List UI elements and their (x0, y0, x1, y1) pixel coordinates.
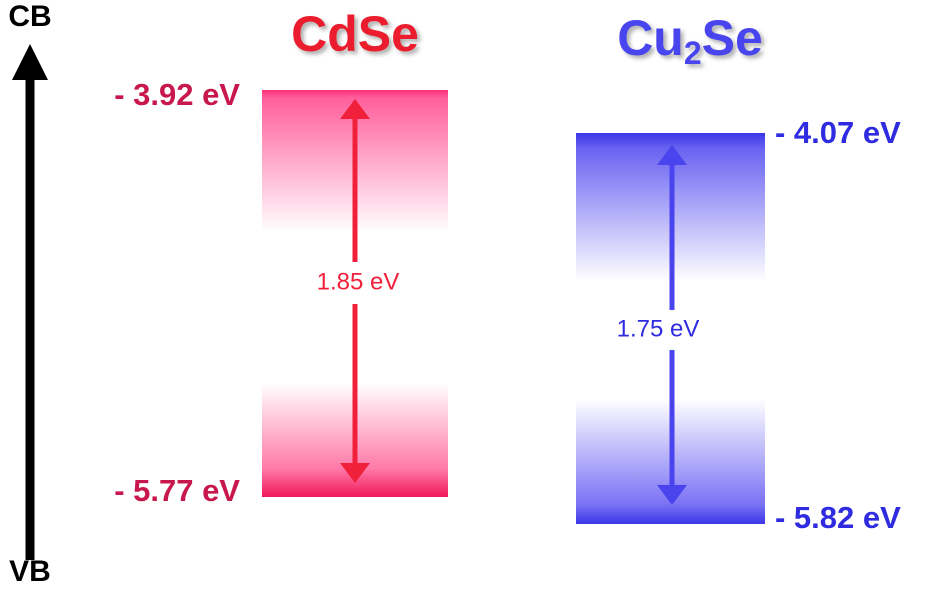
title-part: Cu (617, 10, 684, 66)
level-label: - 4.07 eV (775, 115, 901, 150)
level-label: - 5.77 eV (114, 473, 240, 508)
level-label: - 5.82 eV (775, 500, 901, 535)
title-subscript: 2 (684, 35, 702, 71)
level-label: - 3.92 eV (114, 77, 240, 112)
title-part: Se (702, 10, 763, 66)
axis-top-label: CB (8, 0, 51, 33)
gap-label: 1.85 eV (317, 268, 400, 295)
gap-label: 1.75 eV (617, 315, 700, 342)
material-title: CdSe (291, 6, 419, 62)
material-title: Cu2Se (617, 10, 763, 71)
axis-bottom-label: VB (9, 555, 51, 588)
